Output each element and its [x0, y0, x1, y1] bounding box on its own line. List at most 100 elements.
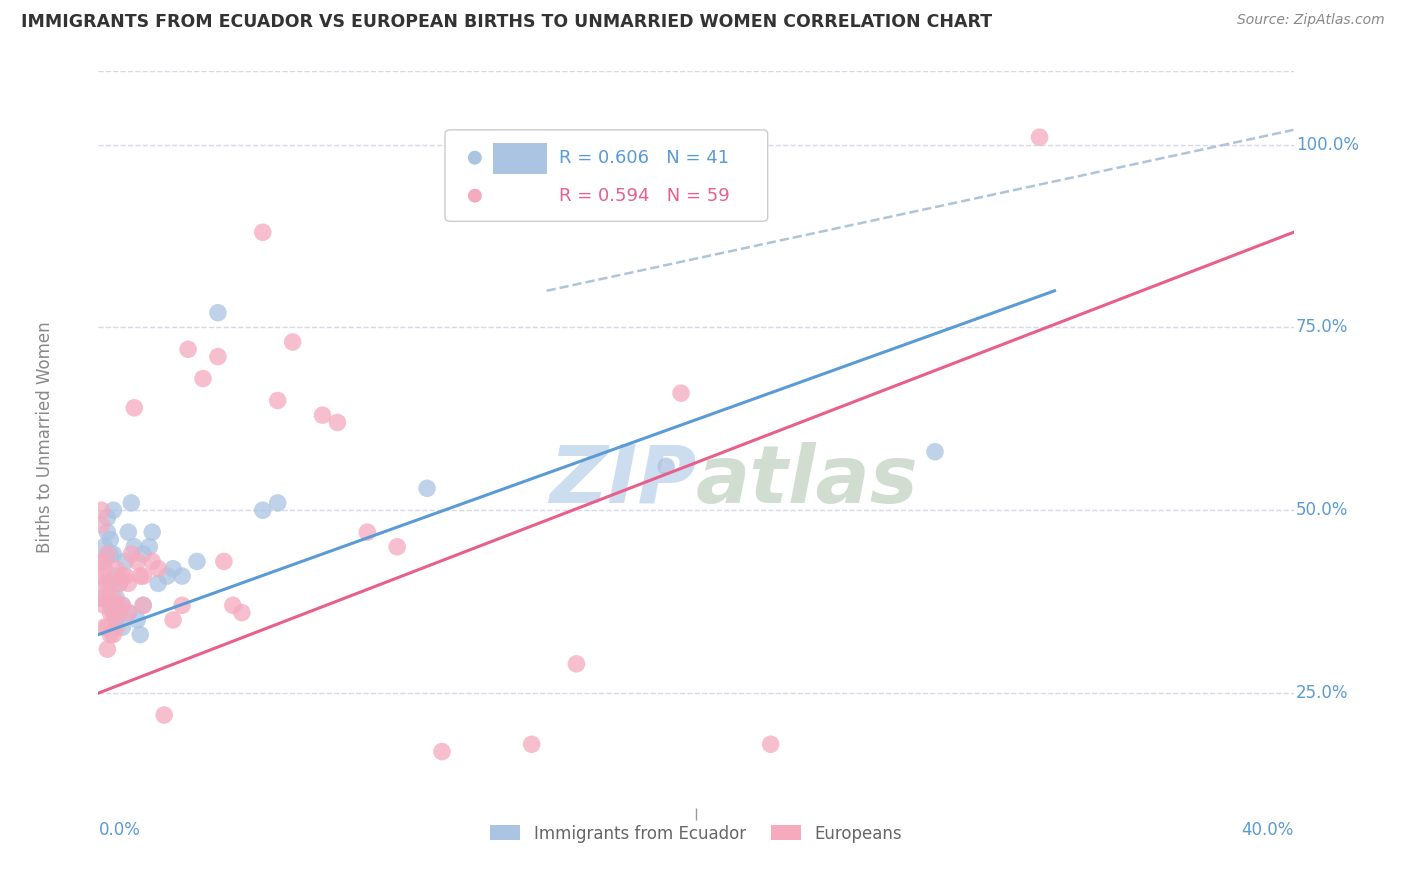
Point	[98, 547, 122, 561]
Point	[326, 416, 349, 430]
Point	[105, 599, 128, 613]
Point	[281, 334, 304, 349]
Point	[96, 591, 118, 605]
Point	[129, 627, 152, 641]
Point	[103, 606, 125, 620]
Point	[98, 533, 122, 547]
Point	[103, 627, 125, 641]
Point	[212, 554, 235, 568]
Point	[385, 540, 409, 554]
Text: ZIP: ZIP	[548, 442, 696, 520]
Point	[93, 562, 115, 576]
Point	[103, 606, 125, 620]
Point	[117, 606, 139, 620]
Point	[267, 393, 290, 408]
Point	[162, 613, 184, 627]
Point	[93, 540, 115, 554]
Point	[111, 599, 134, 613]
Point	[98, 627, 122, 641]
Point	[93, 576, 115, 591]
Point	[96, 525, 118, 540]
Point	[105, 613, 128, 627]
Point	[93, 554, 115, 568]
Text: 100.0%: 100.0%	[1296, 136, 1360, 153]
Point	[172, 599, 194, 613]
Point	[93, 599, 115, 613]
Point	[207, 350, 229, 364]
Point	[141, 554, 163, 568]
Point	[108, 576, 131, 591]
Text: 25.0%: 25.0%	[1296, 684, 1348, 702]
Point	[96, 642, 118, 657]
Point	[124, 540, 146, 554]
Point	[267, 496, 290, 510]
Point	[120, 547, 142, 561]
Point	[222, 599, 245, 613]
Point	[117, 606, 139, 620]
Point	[132, 599, 155, 613]
Point	[111, 569, 134, 583]
Point	[430, 745, 453, 759]
Point	[124, 401, 146, 415]
Point	[1028, 261, 1050, 276]
Point	[105, 569, 128, 583]
Point	[117, 525, 139, 540]
Point	[111, 620, 134, 634]
Point	[1028, 130, 1050, 145]
Point	[759, 737, 782, 751]
Bar	[494, 143, 547, 174]
Point	[114, 554, 136, 568]
Point	[231, 606, 253, 620]
Text: atlas: atlas	[696, 442, 918, 520]
Point	[356, 525, 378, 540]
Point	[148, 576, 170, 591]
Text: 75.0%: 75.0%	[1296, 318, 1348, 336]
Text: Source: ZipAtlas.com: Source: ZipAtlas.com	[1237, 13, 1385, 28]
Point	[138, 540, 160, 554]
Point	[148, 562, 170, 576]
Point	[108, 576, 131, 591]
Text: 40.0%: 40.0%	[1241, 821, 1294, 839]
Point	[162, 562, 184, 576]
Point	[1028, 224, 1050, 238]
Point	[105, 562, 128, 576]
Point	[105, 591, 128, 605]
Point	[105, 620, 128, 634]
Point	[90, 517, 112, 532]
Point	[127, 554, 149, 568]
Point	[132, 569, 155, 583]
Point	[103, 591, 125, 605]
Point	[98, 576, 122, 591]
Point	[252, 225, 274, 239]
Point	[416, 481, 439, 495]
Point	[108, 606, 131, 620]
Point	[93, 620, 115, 634]
Point	[103, 503, 125, 517]
Point	[177, 343, 200, 357]
Point	[129, 569, 152, 583]
Point	[114, 569, 136, 583]
Point	[111, 599, 134, 613]
Point	[924, 444, 946, 458]
Point	[132, 547, 155, 561]
Text: 0.0%: 0.0%	[98, 821, 141, 839]
Point	[98, 599, 122, 613]
Legend: Immigrants from Ecuador, Europeans: Immigrants from Ecuador, Europeans	[484, 818, 908, 849]
Point	[127, 613, 149, 627]
Point	[108, 606, 131, 620]
Point	[132, 599, 155, 613]
Point	[96, 510, 118, 524]
Text: R = 0.594   N = 59: R = 0.594 N = 59	[558, 186, 730, 204]
Point	[90, 591, 112, 605]
Point	[156, 569, 179, 583]
Point	[191, 371, 214, 385]
Point	[655, 459, 678, 474]
Point	[120, 496, 142, 510]
Point	[96, 576, 118, 591]
Text: R = 0.606   N = 41: R = 0.606 N = 41	[558, 149, 728, 167]
Point	[207, 306, 229, 320]
Point	[565, 657, 588, 671]
Text: IMMIGRANTS FROM ECUADOR VS EUROPEAN BIRTHS TO UNMARRIED WOMEN CORRELATION CHART: IMMIGRANTS FROM ECUADOR VS EUROPEAN BIRT…	[21, 13, 993, 31]
Point	[98, 606, 122, 620]
FancyBboxPatch shape	[446, 130, 768, 221]
